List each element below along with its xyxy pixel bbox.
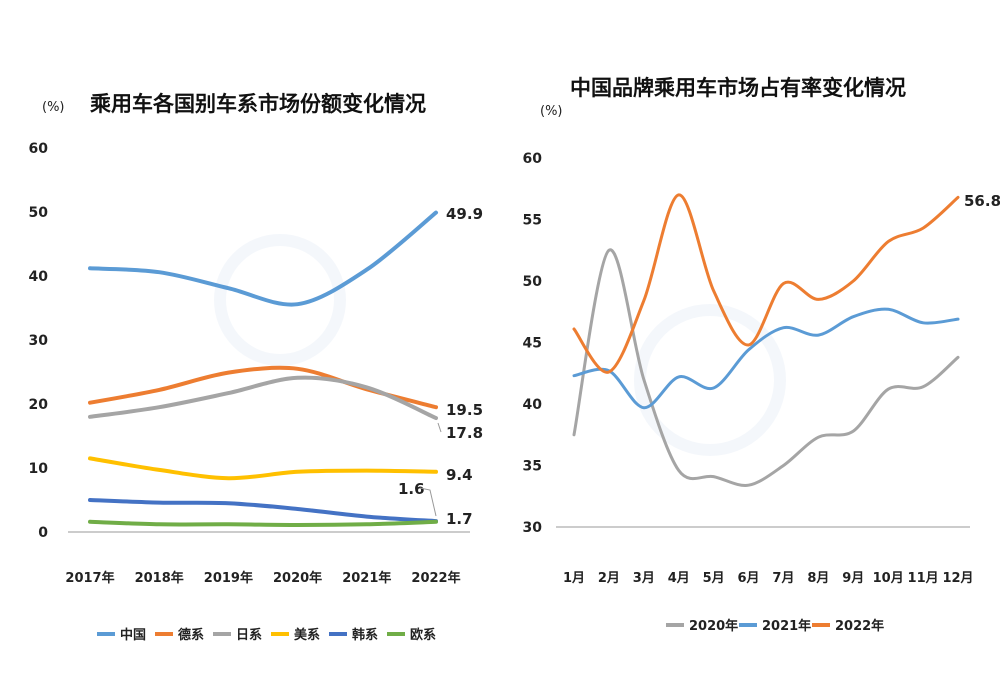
chart2-legend-label: 2022年 <box>835 618 884 634</box>
chart2-y-tick: 45 <box>523 336 542 352</box>
chart1-end-label: 1.7 <box>446 510 473 528</box>
chart1-y-tick: 0 <box>38 525 48 541</box>
chart1-end-label: 19.5 <box>446 401 483 419</box>
chart2-y-tick: 55 <box>523 213 542 229</box>
chart2-y-tick: 40 <box>523 397 543 413</box>
chart2-y-tick: 30 <box>523 520 543 536</box>
chart2-legend-label: 2021年 <box>762 618 811 634</box>
chart1-y-ticks: 0 10 20 30 40 50 60 <box>29 141 49 541</box>
chart2-x-tick: 8月 <box>807 571 829 586</box>
chart1-legend-label: 韩系 <box>352 627 378 643</box>
chart2-x-tick: 9月 <box>842 571 864 586</box>
chart-country-share: 乘用车各国别车系市场份额变化情况 (%) 0 10 20 30 40 50 60 2017年… <box>29 92 484 643</box>
chart1-title: 乘用车各国别车系市场份额变化情况 <box>89 92 426 116</box>
chart1-end-label: 1.6 <box>398 480 425 498</box>
chart1-series-line-6 <box>88 519 438 528</box>
chart2-legend: 2020年 2021年 2022年 <box>666 618 884 634</box>
chart2-series-line-1 <box>572 248 960 487</box>
chart2-title: 中国品牌乘用车市场占有率变化情况 <box>570 76 906 100</box>
chart1-legend-label: 中国 <box>120 627 146 643</box>
chart2-y-ticks: 30 35 40 45 50 55 60 <box>523 151 543 536</box>
chart1-legend: 中国 德系 日系 美系 韩系 欧系 <box>97 627 436 643</box>
chart2-series-line-2 <box>572 307 960 410</box>
chart2-x-tick: 12月 <box>942 571 973 586</box>
chart2-x-tick: 5月 <box>703 571 725 586</box>
chart-brand-share: 中国品牌乘用车市场占有率变化情况 (%) 30 35 40 45 50 55 60 1月 2月… <box>523 76 1000 634</box>
chart2-end-label: 56.8 <box>964 192 1000 210</box>
chart1-legend-label: 德系 <box>178 627 204 643</box>
chart1-y-tick: 50 <box>29 205 49 221</box>
chart2-x-tick: 4月 <box>668 571 690 586</box>
chart1-y-tick: 40 <box>29 269 49 285</box>
chart1-label-leader <box>437 422 442 433</box>
chart1-x-ticks: 2017年 2018年 2019年 2020年 2021年 2022年 <box>65 570 460 586</box>
chart1-y-tick: 60 <box>29 141 49 157</box>
chart2-y-tick: 35 <box>523 459 542 475</box>
chart2-data-labels: 56.8 <box>964 192 1000 210</box>
chart1-legend-label: 日系 <box>236 627 262 643</box>
chart2-x-tick: 1月 <box>563 571 585 586</box>
chart1-x-tick: 2019年 <box>204 570 253 586</box>
chart2-unit: (%) <box>540 104 563 119</box>
chart2-x-ticks: 1月 2月 3月 4月 5月 6月 7月 8月 9月 10月 11月 12月 <box>563 571 974 586</box>
chart1-x-tick: 2018年 <box>135 570 184 586</box>
chart1-series-line-1 <box>88 210 438 307</box>
watermark <box>214 234 786 456</box>
chart1-data-labels: 49.9 19.5 17.8 9.4 1.6 1.7 <box>398 205 483 528</box>
chart1-x-tick: 2022年 <box>411 570 460 586</box>
chart2-legend-label: 2020年 <box>689 618 738 634</box>
chart2-y-tick: 60 <box>523 151 543 167</box>
chart1-label-leader <box>419 487 437 517</box>
chart1-series <box>88 210 438 528</box>
chart1-legend-label: 欧系 <box>410 627 436 643</box>
chart2-x-tick: 10月 <box>873 571 904 586</box>
chart1-end-label: 49.9 <box>446 205 483 223</box>
chart2-x-tick: 7月 <box>772 571 794 586</box>
chart2-series-line-3 <box>572 193 960 374</box>
chart2-x-tick: 3月 <box>633 571 655 586</box>
chart2-x-tick: 6月 <box>738 571 760 586</box>
chart1-x-tick: 2020年 <box>273 570 322 586</box>
chart1-y-tick: 30 <box>29 333 49 349</box>
chart2-series <box>572 193 960 487</box>
chart1-series-line-2 <box>88 365 438 410</box>
chart1-series-line-4 <box>88 456 438 481</box>
chart1-x-tick: 2017年 <box>65 570 114 586</box>
chart1-series-line-3 <box>88 375 438 421</box>
chart1-unit: (%) <box>42 100 65 115</box>
chart1-series-line-5 <box>88 498 438 524</box>
chart2-x-tick: 2月 <box>598 571 620 586</box>
chart2-y-tick: 50 <box>523 274 543 290</box>
chart1-end-label: 17.8 <box>446 424 483 442</box>
chart1-legend-label: 美系 <box>294 627 320 643</box>
chart1-y-tick: 10 <box>29 461 49 477</box>
chart1-x-tick: 2021年 <box>342 570 391 586</box>
chart1-end-label: 9.4 <box>446 466 473 484</box>
chart2-x-tick: 11月 <box>908 571 939 586</box>
chart1-y-tick: 20 <box>29 397 49 413</box>
